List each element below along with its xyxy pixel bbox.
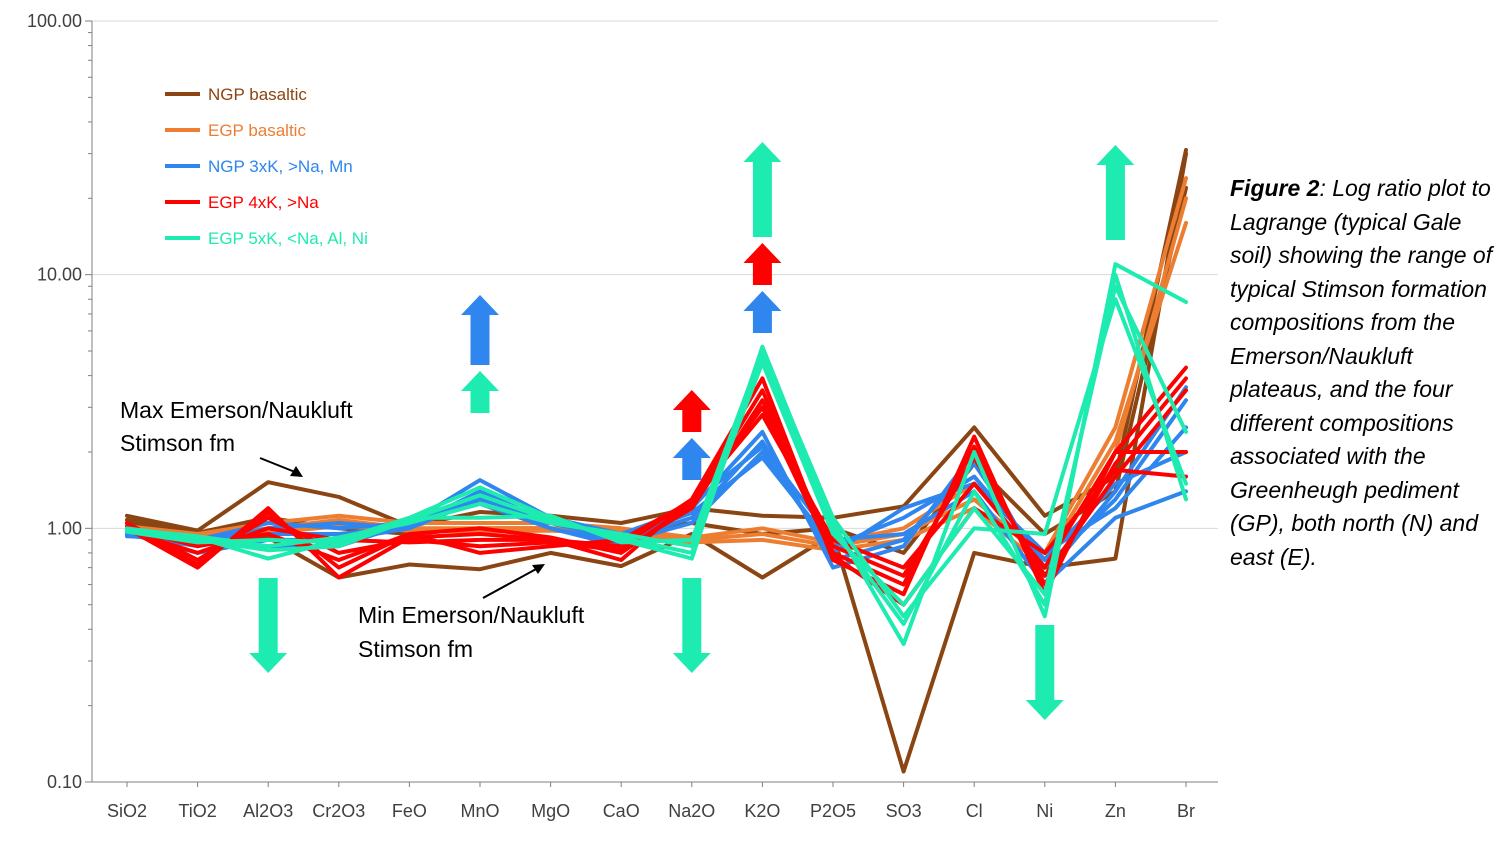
up-arrow xyxy=(743,142,782,237)
x-tick-label: SiO2 xyxy=(107,801,147,821)
x-tick-label: P2O5 xyxy=(810,801,856,821)
min-annotation-line2: Stimson fm xyxy=(358,636,473,662)
up-arrow xyxy=(672,390,711,432)
legend-label: EGP 5xK, <Na, Al, Ni xyxy=(208,229,368,248)
caption-text: : Log ratio plot to Lagrange (typical Ga… xyxy=(1230,175,1493,570)
x-tick-label: K2O xyxy=(744,801,780,821)
x-tick-label: SO3 xyxy=(886,801,922,821)
y-tick-label: 10.00 xyxy=(37,265,82,285)
series-line xyxy=(125,297,1188,619)
up-arrow xyxy=(672,438,711,480)
legend-label: NGP basaltic xyxy=(208,85,307,104)
series-line xyxy=(125,412,1188,570)
y-tick-label: 0.10 xyxy=(47,772,82,792)
x-tick-label: Cl xyxy=(966,801,983,821)
x-tick-labels: SiO2 TiO2 Al2O3 Cr2O3 FeO MnO MgO CaO Na2O K2O P2O… xyxy=(107,801,1195,821)
legend-label: NGP 3xK, >Na, Mn xyxy=(208,157,353,176)
y-tick-label: 100.00 xyxy=(27,11,82,31)
up-arrow xyxy=(461,371,499,413)
series-line xyxy=(125,262,1188,646)
series-line xyxy=(125,196,1188,570)
series-lines xyxy=(125,148,1188,774)
annotations: Max Emerson/Naukluft Stimson fm Min Emer… xyxy=(120,397,585,662)
x-tick-label: Al2O3 xyxy=(243,801,293,821)
x-tick-label: Br xyxy=(1177,801,1195,821)
y-tick-labels: 100.00 10.00 1.00 0.10 xyxy=(27,11,82,792)
up-arrow xyxy=(1096,145,1135,240)
x-tick-label: FeO xyxy=(392,801,427,821)
caption-label: Figure 2 xyxy=(1230,175,1320,201)
x-tick-label: Zn xyxy=(1105,801,1126,821)
max-annotation-line1: Max Emerson/Naukluft xyxy=(120,397,353,423)
down-arrow xyxy=(249,578,288,673)
x-tick-label: Ni xyxy=(1036,801,1053,821)
series-line xyxy=(125,272,1188,626)
y-tick-label: 1.00 xyxy=(47,518,82,538)
x-tick-label: Cr2O3 xyxy=(312,801,365,821)
x-tick-label: CaO xyxy=(603,801,640,821)
max-annotation-line2: Stimson fm xyxy=(120,430,235,456)
up-arrow xyxy=(743,243,782,285)
figure-caption: Figure 2: Log ratio plot to Lagrange (ty… xyxy=(1230,172,1495,574)
axes xyxy=(85,20,1218,787)
down-arrow xyxy=(672,578,711,673)
x-tick-label: MnO xyxy=(460,801,499,821)
legend-label: EGP 4xK, >Na xyxy=(208,193,319,212)
x-tick-label: TiO2 xyxy=(178,801,216,821)
min-annotation-arrowhead xyxy=(532,564,545,574)
legend-label: EGP basaltic xyxy=(208,121,306,140)
min-annotation-line1: Min Emerson/Naukluft xyxy=(358,602,585,628)
min-annotation-pointer xyxy=(482,567,539,599)
x-tick-label: MgO xyxy=(531,801,570,821)
max-annotation-arrowhead xyxy=(290,466,303,477)
legend: NGP basaltic EGP basaltic NGP 3xK, >Na, Mn… xyxy=(165,85,368,248)
x-tick-label: Na2O xyxy=(668,801,715,821)
direction-arrows xyxy=(249,142,1135,720)
series-line xyxy=(125,148,1188,533)
up-arrow xyxy=(461,295,499,365)
up-arrow xyxy=(743,291,782,333)
series-line xyxy=(125,220,1188,562)
down-arrow xyxy=(1025,625,1064,720)
